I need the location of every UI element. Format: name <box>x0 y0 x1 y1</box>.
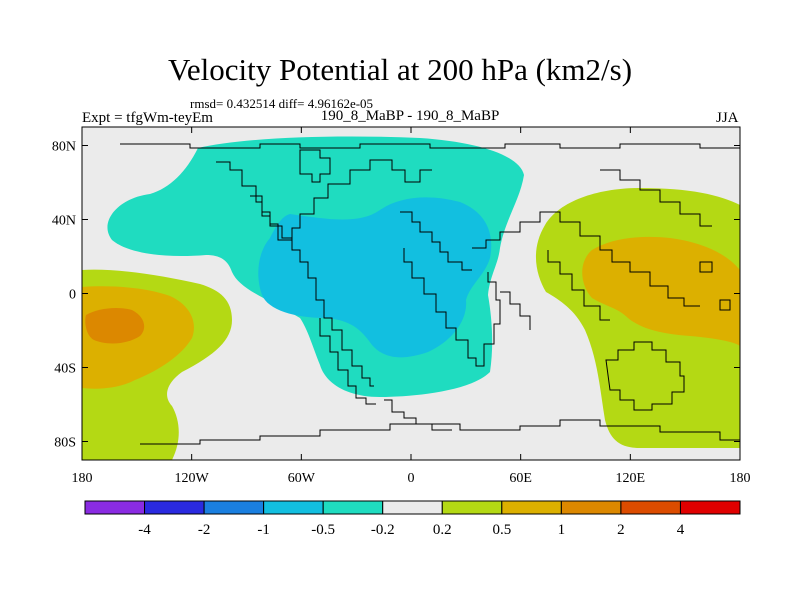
coastline-antarctic-peninsula <box>384 399 452 431</box>
coastline-europe <box>400 211 472 271</box>
contour-orange-west <box>85 307 145 344</box>
stats-label: rmsd= 0.432514 diff= 4.96162e-05 <box>190 96 374 111</box>
colorbar-label: 1 <box>558 522 566 538</box>
colorbar: -4 -2 -1 -0.5 -0.2 0.2 0.5 1 2 4 <box>84 500 741 538</box>
colorbar-swatch <box>84 500 146 515</box>
contour-cyan-region <box>258 197 492 358</box>
coastline-south-america <box>319 318 376 405</box>
coastline-greenland <box>299 149 331 183</box>
colorbar-swatch <box>263 500 324 515</box>
coastline-americas <box>216 161 374 387</box>
colorbar-swatch <box>382 500 443 515</box>
lon-tick-label: 120E <box>616 471 646 486</box>
coastlines <box>120 143 740 445</box>
lon-tick-label: 180 <box>730 471 751 486</box>
coastline-pacific-islands <box>699 261 731 311</box>
lon-tick-label: 60W <box>288 471 316 486</box>
coastline-australia <box>605 341 685 411</box>
coastline-asia <box>472 211 700 307</box>
coastline-africa <box>403 248 501 367</box>
colorbar-swatch <box>501 500 562 515</box>
colorbar-swatch <box>620 500 681 515</box>
lat-tick-label: 40S <box>54 362 76 377</box>
colorbar-label: -0.2 <box>371 522 395 538</box>
coastline-arabia <box>500 291 531 330</box>
lon-tick-label: 60E <box>509 471 532 486</box>
colorbar-swatch <box>144 500 205 515</box>
lon-tick-label: 0 <box>408 471 415 486</box>
coastline-east-asia <box>600 169 712 227</box>
plot-title: Velocity Potential at 200 hPa (km2/s) <box>167 52 633 87</box>
colorbar-label: -4 <box>138 522 151 538</box>
colorbar-swatch <box>679 500 741 515</box>
case-label: 190_8_MaBP - 190_8_MaBP <box>320 108 500 124</box>
colorbar-label: -1 <box>257 522 270 538</box>
lat-tick-label: 80N <box>52 140 76 155</box>
colorbar-swatch <box>560 500 622 515</box>
colorbar-swatch <box>441 500 503 515</box>
lat-tick-label: 0 <box>69 288 76 303</box>
colorbar-label: -2 <box>198 522 211 538</box>
latitude-axis: 80N 40N 0 40S 80S <box>52 140 740 451</box>
longitude-axis: 180 120W 60W 0 60E 120E 180 <box>72 127 751 486</box>
experiment-label: Expt = tfgWm-teyEm <box>82 110 213 126</box>
season-label: JJA <box>716 110 739 126</box>
contour-yellow-east <box>582 236 740 346</box>
colorbar-swatch <box>203 500 265 515</box>
coastline-south-asia <box>547 250 610 321</box>
lon-tick-label: 180 <box>72 471 93 486</box>
coastline-north-arctic <box>120 143 740 149</box>
colorbar-label: -0.5 <box>311 522 335 538</box>
map-panel <box>82 127 740 460</box>
colorbar-label: 4 <box>677 522 685 538</box>
colorbar-label: 0.2 <box>433 522 452 538</box>
lat-tick-label: 40N <box>52 214 76 229</box>
colorbar-swatch <box>322 500 384 515</box>
coastline-antarctic <box>140 419 740 445</box>
lat-tick-label: 80S <box>54 436 76 451</box>
lon-tick-label: 120W <box>175 471 210 486</box>
colorbar-label: 2 <box>617 522 625 538</box>
colorbar-label: 0.5 <box>492 522 511 538</box>
coastline-north-america <box>250 159 432 241</box>
